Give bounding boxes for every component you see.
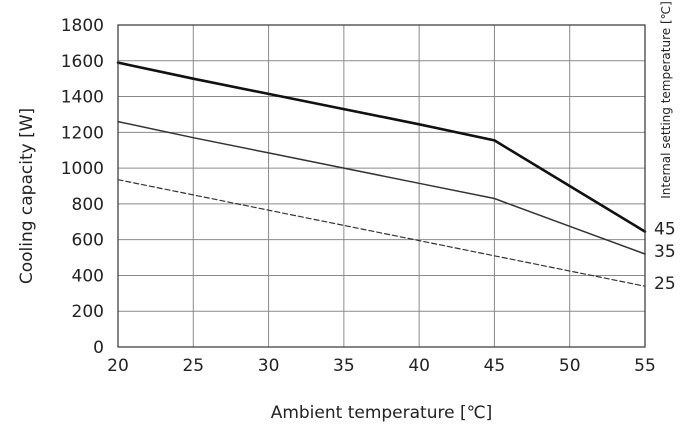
series-line-25 xyxy=(117,179,646,287)
x-tick-label: 35 xyxy=(333,356,355,376)
x-tick-label: 30 xyxy=(258,356,280,376)
y-tick-label: 800 xyxy=(72,195,104,215)
x-tick-label: 45 xyxy=(484,356,506,376)
x-axis-title: Ambient temperature [℃] xyxy=(271,403,493,423)
y-tick-label: 1600 xyxy=(61,52,104,72)
x-tick-label: 25 xyxy=(182,356,204,376)
y-tick-label: 1400 xyxy=(61,88,104,108)
y-tick-label: 1800 xyxy=(61,16,104,36)
y-tick-label: 400 xyxy=(72,266,104,286)
y-tick-label: 200 xyxy=(72,302,104,322)
y-tick-label: 1000 xyxy=(61,159,104,179)
plot-frame xyxy=(117,24,646,348)
y-tick-labels: 0 200 400 600 800 1000 1200 1400 1600 1800 xyxy=(61,16,104,358)
x-tick-label: 50 xyxy=(559,356,581,376)
y-tick-label: 600 xyxy=(72,231,104,251)
x-tick-labels: 20 25 30 35 40 45 50 55 xyxy=(107,356,656,376)
x-tick-label: 40 xyxy=(408,356,430,376)
x-tick-label: 20 xyxy=(107,356,129,376)
y-axis-title: Cooling capacity [W] xyxy=(17,108,37,284)
series-line-45 xyxy=(116,61,647,233)
y-tick-label: 0 xyxy=(93,338,104,358)
y-tick-label: 1200 xyxy=(61,123,104,143)
right-axis-title: Internal setting temperature [℃] xyxy=(659,1,673,199)
grid xyxy=(117,24,646,348)
series-label-25: 25 xyxy=(654,274,676,294)
series-label-35: 35 xyxy=(654,242,676,262)
series-label-45: 45 xyxy=(654,220,676,240)
series-line-35 xyxy=(117,120,646,255)
x-tick-label: 55 xyxy=(634,356,656,376)
series-lines xyxy=(116,61,647,287)
